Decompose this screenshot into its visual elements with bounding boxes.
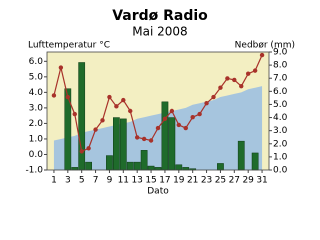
y-tick-label: 6.0 <box>29 57 44 67</box>
temperature-marker <box>232 77 237 83</box>
x-tick-label: 25 <box>215 176 226 186</box>
y2-tick-label: 5.0 <box>273 100 288 110</box>
temperature-marker <box>239 83 244 89</box>
bar <box>106 155 113 171</box>
plot-frame <box>46 51 270 171</box>
y2-tick-label: 7.0 <box>273 74 288 84</box>
x-tick-label: 29 <box>242 176 254 186</box>
temperature-marker <box>218 85 223 90</box>
bar <box>85 161 92 171</box>
y2-tick-label: 8.0 <box>273 61 288 71</box>
y2-tick-label: 2.0 <box>273 139 288 149</box>
bar <box>175 164 183 171</box>
y2-tick-label: 0.0 <box>273 166 288 176</box>
y2-tick-label: 6.0 <box>273 87 288 97</box>
x-tick-label: 5 <box>79 176 85 186</box>
temperature-marker <box>141 136 147 142</box>
temperature-marker <box>197 111 202 117</box>
y2-tick-label: 1.0 <box>273 152 288 162</box>
y-tick-label: 3.0 <box>29 103 44 113</box>
temperature-marker <box>176 122 182 128</box>
y-tick-label: 2.0 <box>29 119 44 129</box>
y2-tick-label: 3.0 <box>273 126 288 136</box>
temperature-marker <box>86 146 91 151</box>
chart-subtitle: Mai 2008 <box>132 25 187 39</box>
bar <box>140 150 148 171</box>
temperature-marker <box>252 68 258 73</box>
bar <box>161 101 169 171</box>
y-tick-label: 5.0 <box>29 72 44 82</box>
x-tick-label: 9 <box>107 176 113 186</box>
y-tick-label: 4.0 <box>29 88 44 98</box>
temperature-marker <box>100 118 105 123</box>
x-tick-label: 19 <box>173 176 185 186</box>
temperature-marker <box>204 101 209 106</box>
y-tick-label: 1.0 <box>29 134 44 144</box>
temperature-marker <box>121 97 126 103</box>
temperature-marker <box>72 111 77 117</box>
temperature-marker <box>79 149 84 154</box>
temperature-marker <box>225 76 230 81</box>
temperature-marker <box>211 94 216 100</box>
temperature-marker <box>169 108 175 114</box>
y-tick-label: -1.0 <box>25 166 43 176</box>
temperature-marker <box>245 71 251 76</box>
bar <box>78 62 86 171</box>
temperature-marker <box>162 116 168 121</box>
x-tick-label: 7 <box>93 176 99 186</box>
x-axis-title: Dato <box>147 187 169 197</box>
bar <box>126 161 134 171</box>
temperature-marker <box>259 52 265 58</box>
temperature-marker <box>128 108 133 114</box>
x-tick-label: 13 <box>131 176 142 186</box>
temperature-marker <box>148 138 154 143</box>
temperature-marker <box>93 127 98 132</box>
temperature-marker <box>65 94 71 100</box>
temperature-marker <box>190 115 195 120</box>
x-tick-label: 15 <box>145 176 156 186</box>
temperature-marker <box>51 93 57 98</box>
temperature-marker <box>58 65 64 70</box>
bar <box>147 165 155 171</box>
bar <box>251 152 259 171</box>
x-tick-label: 27 <box>229 176 240 186</box>
bar <box>168 117 176 171</box>
temperature-marker <box>183 125 188 131</box>
x-tick-label: 21 <box>187 176 198 186</box>
bar <box>237 140 245 171</box>
y-tick-label: 0.0 <box>29 150 44 160</box>
temperature-marker <box>155 125 161 131</box>
x-tick-label: 23 <box>201 176 212 186</box>
y2-axis-title: Nedbør (mm) <box>235 41 295 51</box>
bar <box>217 163 224 171</box>
temperature-marker <box>134 135 140 140</box>
chart: Vardø Radio Mai 2008 Lufttemperatur °C N… <box>25 8 295 197</box>
y-axis-title: Lufttemperatur °C <box>28 41 110 51</box>
x-tick-label: 3 <box>65 176 71 186</box>
y2-tick-label: 4.0 <box>273 113 288 123</box>
temperature-marker <box>107 94 112 100</box>
x-tick-label: 11 <box>118 176 129 186</box>
x-tick-label: 1 <box>51 176 57 186</box>
bar <box>133 161 141 171</box>
chart-title: Vardø Radio <box>112 8 208 24</box>
bar <box>119 118 127 171</box>
x-tick-label: 31 <box>256 176 267 186</box>
bar <box>113 117 120 171</box>
x-tick-label: 17 <box>159 176 170 186</box>
temperature-marker <box>114 104 119 109</box>
y2-tick-label: 9.0 <box>273 48 288 58</box>
